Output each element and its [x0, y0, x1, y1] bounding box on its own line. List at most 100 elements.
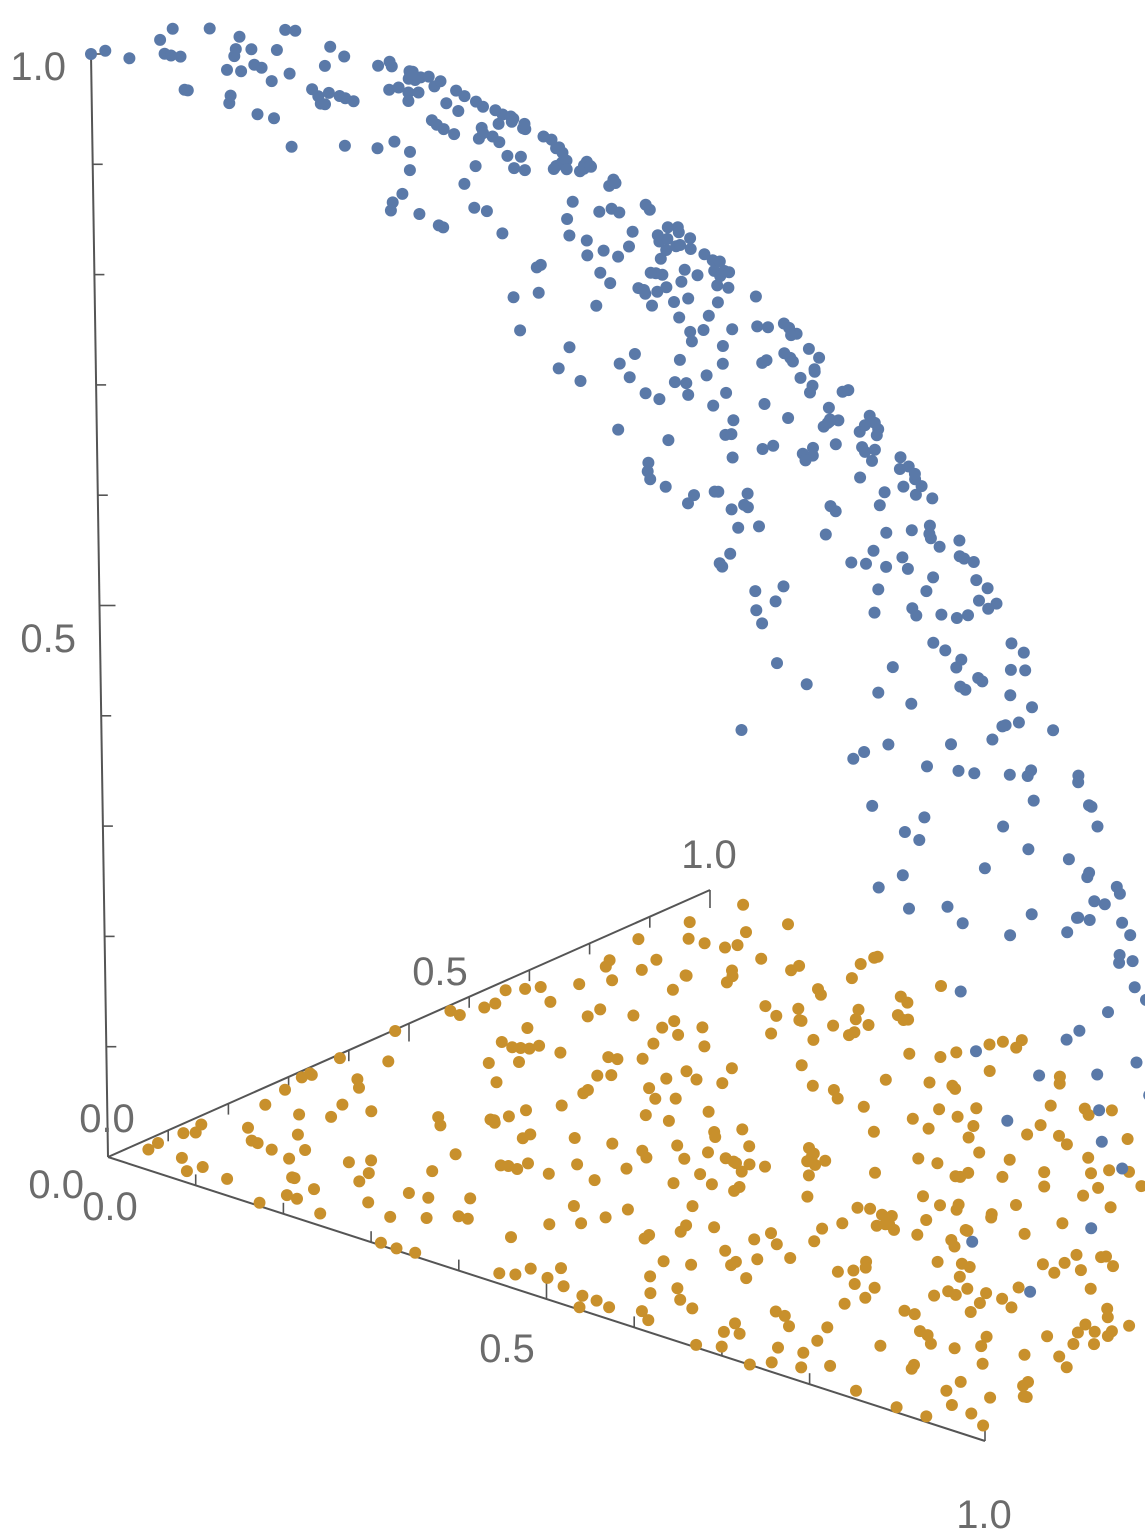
sphere-point: [926, 492, 939, 505]
floor-point: [736, 1123, 749, 1136]
sphere-point: [432, 219, 445, 232]
sphere-point: [1073, 1024, 1086, 1037]
floor-point: [671, 1139, 684, 1152]
floor-point: [912, 1152, 925, 1165]
floor-point: [591, 1069, 604, 1082]
sphere-point: [713, 557, 726, 570]
floor-point: [973, 1146, 986, 1159]
sphere-point: [639, 198, 652, 211]
sphere-point: [319, 98, 331, 111]
floor-point: [897, 1014, 910, 1026]
floor-point: [682, 932, 695, 945]
sphere-point: [822, 401, 835, 414]
sphere-point: [732, 521, 745, 534]
floor-point: [765, 1027, 778, 1040]
sphere-point: [660, 281, 673, 294]
floor-point: [725, 1062, 738, 1075]
floor-point: [850, 1384, 862, 1397]
sphere-point: [560, 163, 573, 176]
sphere-point: [1113, 949, 1126, 961]
floor-point: [490, 1076, 503, 1089]
floor-point: [965, 1407, 978, 1420]
sphere-point: [751, 320, 764, 333]
floor-point: [733, 1327, 746, 1340]
floor-point: [962, 1131, 975, 1144]
sphere-point: [403, 164, 416, 177]
floor-point: [602, 1051, 615, 1064]
sphere-point: [448, 128, 461, 141]
sphere-point: [782, 412, 795, 424]
floor-point: [521, 1022, 534, 1034]
floor-point: [1103, 1164, 1116, 1177]
sphere-point: [285, 140, 298, 153]
sphere-point: [722, 281, 735, 294]
sphere-point: [289, 24, 302, 37]
sphere-point: [338, 139, 351, 152]
sphere-point: [858, 746, 871, 758]
floor-point: [342, 1156, 355, 1169]
floor-point: [402, 1187, 415, 1199]
floor-point: [1017, 1379, 1030, 1392]
floor-point: [1101, 1302, 1114, 1315]
floor-point: [567, 1200, 580, 1212]
floor-point: [985, 1208, 998, 1221]
sphere-point: [863, 409, 876, 422]
floor-point: [1084, 1282, 1097, 1295]
floor-point: [426, 1165, 439, 1178]
floor-point: [1038, 1166, 1051, 1179]
sphere-point: [684, 243, 697, 255]
floor-point: [940, 1384, 953, 1397]
floor-point: [923, 1076, 936, 1089]
floor-point: [478, 1001, 491, 1014]
sphere-point: [563, 341, 576, 354]
floor-point: [581, 1010, 594, 1023]
sphere-point: [508, 162, 521, 175]
floor-point: [453, 1009, 466, 1021]
sphere-point: [637, 284, 650, 296]
floor-point: [770, 1238, 783, 1251]
floor-point: [221, 1172, 234, 1185]
floor-point: [189, 1126, 202, 1139]
sphere-point: [959, 683, 972, 696]
floor-point: [934, 1199, 946, 1212]
floor-point: [731, 939, 744, 952]
floor-point: [495, 1036, 508, 1048]
floor-point: [1060, 1361, 1073, 1374]
floor-point: [650, 953, 663, 966]
sphere-point: [245, 43, 258, 56]
sphere-point: [612, 250, 625, 263]
sphere-point: [537, 130, 550, 143]
floor-point: [1105, 1104, 1118, 1117]
sphere-point: [626, 225, 639, 238]
floor-point: [639, 1109, 652, 1122]
sphere-point: [973, 594, 985, 607]
sphere-point: [338, 50, 351, 63]
sphere-point: [939, 644, 952, 657]
sphere-point: [886, 661, 899, 674]
sphere-point: [700, 369, 713, 382]
floor-point: [422, 1191, 435, 1204]
floor-point: [643, 1082, 656, 1095]
sphere-point: [489, 104, 502, 117]
floor-point: [770, 1009, 783, 1022]
floor-point: [409, 1246, 422, 1259]
floor-point: [792, 1002, 805, 1015]
sphere-point: [725, 428, 738, 441]
sphere-point: [1116, 1162, 1129, 1175]
floor-point: [620, 1162, 633, 1175]
floor-point: [291, 1192, 303, 1205]
sphere-point: [1085, 1222, 1098, 1235]
floor-point: [573, 978, 586, 991]
sphere-point: [493, 136, 506, 149]
sphere-point: [997, 820, 1010, 833]
sphere-point: [927, 636, 940, 649]
floor-point: [1071, 1326, 1084, 1339]
floor-point: [362, 1167, 375, 1180]
floor-point: [449, 1148, 462, 1161]
floor-point: [869, 1166, 881, 1179]
sphere-point: [762, 321, 774, 334]
sphere-point: [720, 386, 733, 399]
sphere-point: [1022, 843, 1035, 856]
floor-point: [656, 1021, 669, 1034]
floor-point: [674, 1225, 687, 1238]
